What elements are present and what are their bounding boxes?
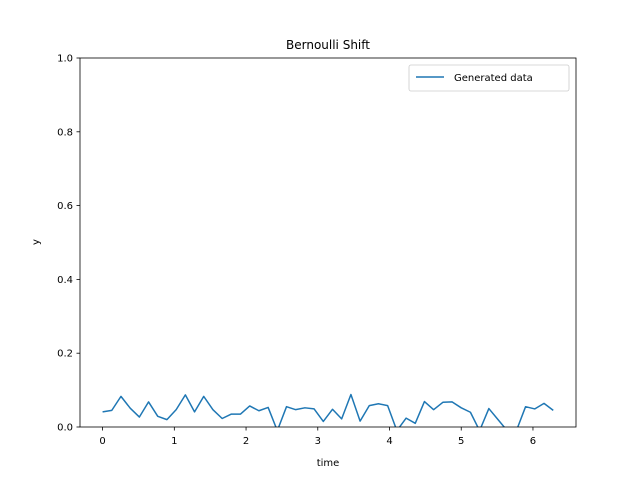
y-tick-label: 0.8 — [57, 127, 73, 138]
x-tick-label: 5 — [458, 436, 464, 447]
y-tick-label: 0.4 — [57, 275, 73, 286]
legend-entry: Generated data — [454, 73, 533, 84]
y-tick-label: 0.2 — [57, 349, 73, 360]
x-tick-label: 0 — [99, 436, 105, 447]
chart-title: Bernoulli Shift — [286, 38, 370, 52]
x-tick-label: 4 — [386, 436, 392, 447]
y-tick-label: 1.0 — [57, 54, 73, 65]
legend: Generated data — [408, 64, 570, 92]
y-axis-label: y — [31, 239, 42, 245]
x-tick-label: 1 — [171, 436, 177, 447]
y-tick-label: 0.6 — [57, 201, 73, 212]
series-line-0 — [102, 393, 554, 427]
x-tick-label: 2 — [243, 436, 249, 447]
x-tick-label: 6 — [530, 436, 536, 447]
y-tick-label: 0.0 — [57, 423, 73, 434]
plot-frame — [79, 57, 577, 428]
legend-box — [408, 64, 570, 92]
x-axis-label: time — [317, 458, 340, 469]
x-tick-label: 3 — [315, 436, 321, 447]
